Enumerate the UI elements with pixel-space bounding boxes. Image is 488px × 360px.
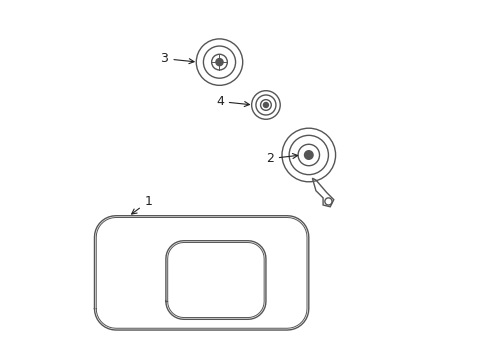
Circle shape: [263, 103, 268, 108]
Circle shape: [304, 151, 312, 159]
Text: 4: 4: [216, 95, 249, 108]
Text: 2: 2: [265, 152, 297, 165]
Circle shape: [216, 59, 223, 66]
Text: 1: 1: [131, 195, 152, 214]
Text: 3: 3: [160, 52, 194, 65]
